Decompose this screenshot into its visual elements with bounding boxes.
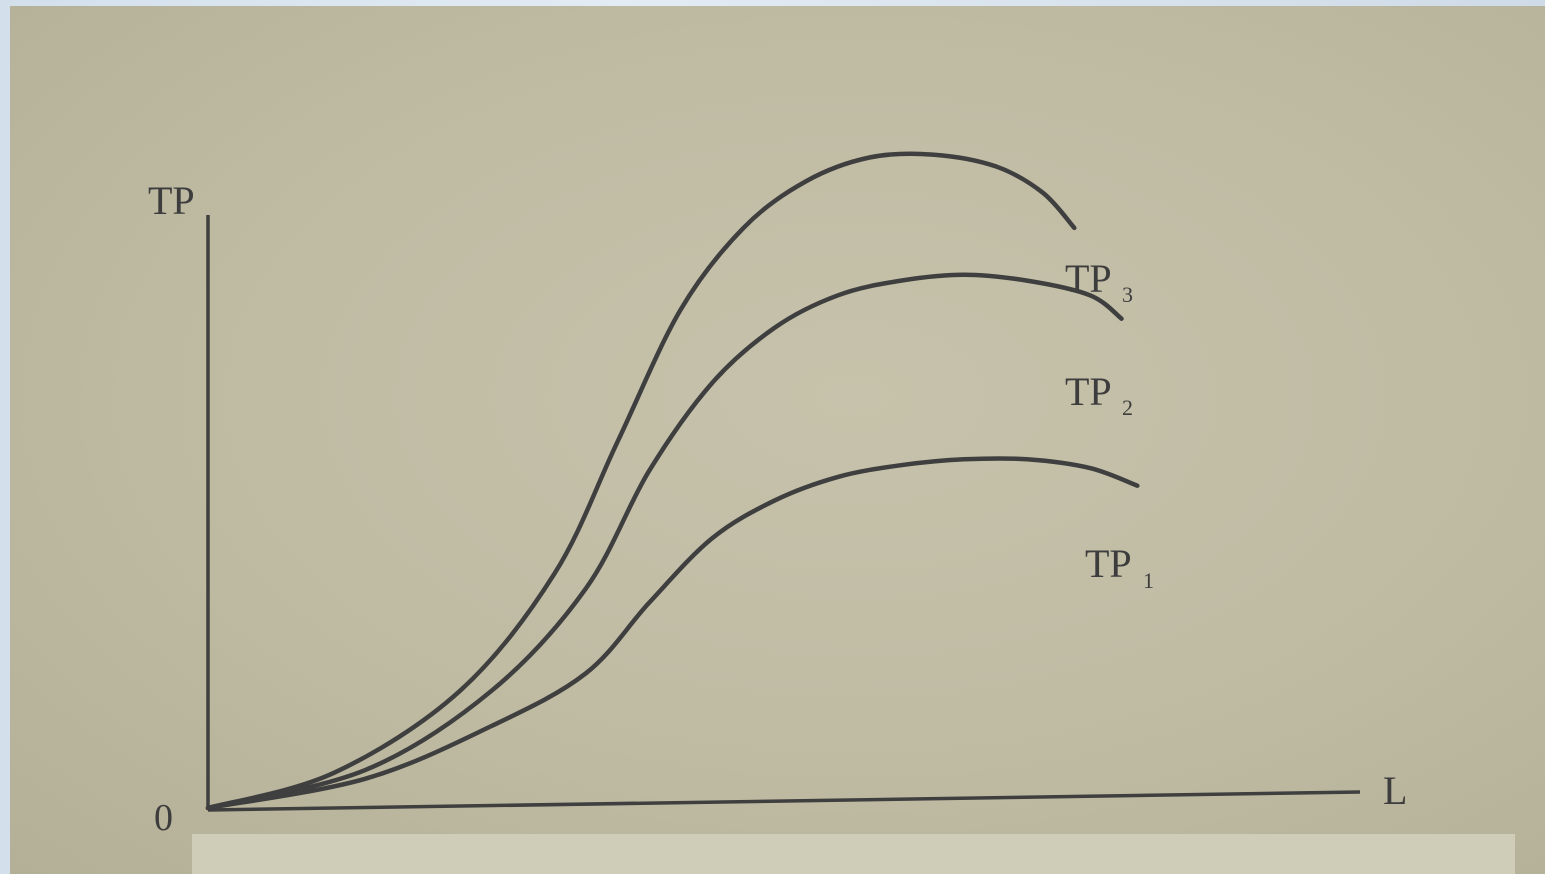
- bottom-strip: [192, 834, 1515, 874]
- curve-tp1: [205, 456, 1140, 811]
- x-axis-label: L: [1383, 768, 1407, 813]
- series-label-tp1-main: TP: [1085, 541, 1132, 586]
- series-label-tp3: TP 3: [1065, 256, 1133, 307]
- series-label-tp2-main: TP: [1065, 369, 1112, 414]
- x-axis: [207, 790, 1361, 812]
- series-label-tp2: TP 2: [1065, 369, 1133, 420]
- curve-tp3: [205, 151, 1077, 811]
- series-label-tp1-sub: 1: [1143, 568, 1154, 593]
- series-label-tp3-main: TP: [1065, 256, 1112, 301]
- series-label-tp1: TP 1: [1085, 541, 1154, 593]
- series-label-tp2-sub: 2: [1122, 395, 1133, 420]
- curve-tp2: [205, 272, 1124, 811]
- y-axis-label: TP: [148, 178, 195, 223]
- origin-label: 0: [154, 797, 173, 839]
- curves-group: [205, 151, 1140, 811]
- series-label-tp3-sub: 3: [1122, 282, 1133, 307]
- photo-background: [10, 6, 1545, 874]
